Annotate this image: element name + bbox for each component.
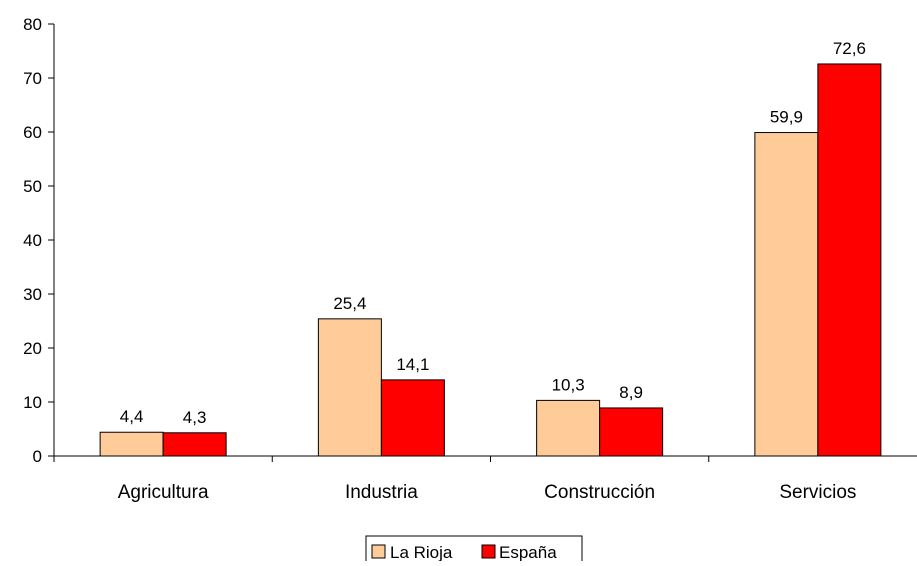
bar-espana-agricultura — [162, 432, 227, 457]
legend-swatch-espana — [481, 544, 496, 559]
legend: La Rioja España — [365, 535, 583, 566]
x-ticks — [53, 456, 710, 462]
bar-la-rioja-servicios — [754, 132, 819, 457]
bar-la-rioja-agricultura — [99, 431, 164, 457]
bar-espana-industria — [380, 379, 445, 457]
data-label: 4,3 — [183, 408, 207, 427]
category-labels: Agricultura Industria Construcción Servicio… — [118, 482, 857, 503]
category-label: Industria — [345, 482, 418, 503]
category-label: Construcción — [544, 482, 655, 503]
bars — [99, 63, 882, 457]
data-label: 4,4 — [120, 407, 144, 426]
y-tick-label: 10 — [23, 393, 42, 412]
data-labels: 4,4 4,3 25,4 14,1 10,3 8,9 59,9 72,6 — [120, 39, 866, 427]
data-label: 25,4 — [333, 294, 366, 313]
y-tick-label: 0 — [33, 447, 42, 466]
y-tick-label: 40 — [23, 231, 42, 250]
y-tick-label: 50 — [23, 177, 42, 196]
data-label: 14,1 — [396, 355, 429, 374]
data-label: 72,6 — [833, 39, 866, 58]
y-tick-label: 60 — [23, 123, 42, 142]
legend-swatch-la-rioja — [371, 544, 386, 559]
y-tick-label: 30 — [23, 285, 42, 304]
data-label: 10,3 — [552, 375, 585, 394]
y-tick-label: 20 — [23, 339, 42, 358]
category-label: Agricultura — [118, 482, 209, 503]
y-ticks: 0 10 20 30 40 50 60 70 80 — [23, 15, 54, 466]
bar-espana-construcción — [599, 407, 664, 457]
category-label: Servicios — [779, 482, 856, 503]
bar-la-rioja-construcción — [536, 399, 601, 457]
legend-label-espana: España — [499, 543, 557, 561]
y-tick-label: 80 — [23, 15, 42, 34]
y-tick-label: 70 — [23, 69, 42, 88]
legend-label-la-rioja: La Rioja — [390, 543, 453, 561]
bar-la-rioja-industria — [317, 318, 382, 457]
bar-espana-servicios — [817, 63, 882, 457]
data-label: 59,9 — [770, 108, 803, 127]
data-label: 8,9 — [619, 383, 643, 402]
